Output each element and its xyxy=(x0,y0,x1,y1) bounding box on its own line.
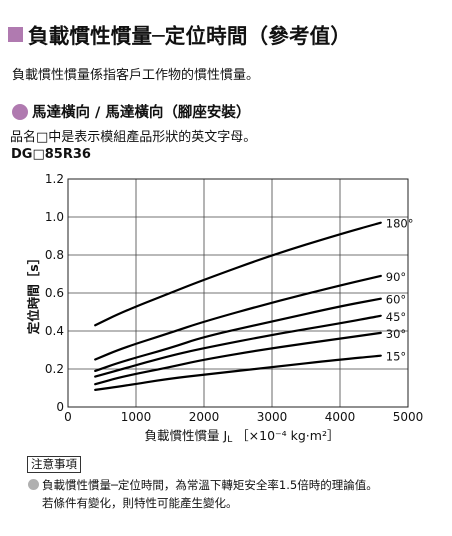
x-tick-label: 3000 xyxy=(257,410,288,424)
notice-tag: 注意事項 xyxy=(27,456,81,473)
page-title-row: 負載慣性慣量─定位時間（參考值） xyxy=(8,14,351,54)
series-line-5 xyxy=(94,354,382,391)
series-label: 30° xyxy=(386,327,406,341)
x-tick-label: 1000 xyxy=(121,410,152,424)
section-heading-row: 馬達橫向 / 馬達橫向（腳座安裝） xyxy=(12,101,250,122)
x-axis-label: 負載慣性慣量 JL ［×10⁻⁴ kg·m²］ xyxy=(145,428,340,445)
title-square-icon xyxy=(8,26,23,42)
series-line-4 xyxy=(94,331,382,386)
series-line-0 xyxy=(94,221,382,327)
model-code: DG□85R36 xyxy=(11,147,91,162)
positioning-time-chart: 0 0.2 0.4 0.6 0.8 1.0 1.2 0 1000 2000 3000 4000 5000… xyxy=(26,172,424,445)
section-bullet-icon xyxy=(12,103,28,120)
y-tick-label: 0.8 xyxy=(45,248,64,262)
y-tick-label: 0.2 xyxy=(45,362,64,376)
series-label: 60° xyxy=(386,293,406,307)
series-label: 180° xyxy=(386,217,414,231)
y-tick-label: 0.4 xyxy=(45,324,64,338)
series-label: 15° xyxy=(386,350,406,364)
y-tick-label: 0 xyxy=(56,400,64,414)
page-title: 負載慣性慣量─定位時間（參考值） xyxy=(28,24,352,48)
notice-line-2: 若條件有變化，則特性可能產生變化。 xyxy=(42,496,238,510)
series-line-3 xyxy=(94,314,382,378)
series-line-2 xyxy=(94,297,382,372)
series-label: 45° xyxy=(386,310,406,324)
y-tick-label: 1.2 xyxy=(45,172,64,186)
notice-bullet-icon xyxy=(28,479,39,490)
x-tick-label: 0 xyxy=(64,410,72,424)
intro-text: 負載慣性慣量係指客戶工作物的慣性慣量。 xyxy=(12,68,260,83)
section-heading: 馬達橫向 / 馬達橫向（腳座安裝） xyxy=(32,105,251,121)
x-tick-label: 4000 xyxy=(325,410,356,424)
x-tick-label: 5000 xyxy=(393,410,424,424)
y-tick-label: 1.0 xyxy=(45,210,64,224)
x-tick-label: 2000 xyxy=(189,410,220,424)
y-tick-label: 0.6 xyxy=(45,286,64,300)
series-line-1 xyxy=(94,274,382,361)
series-label: 90° xyxy=(386,270,406,284)
plot-frame xyxy=(67,178,409,408)
notice-line-1: 負載慣性慣量─定位時間，為常溫下轉矩安全率1.5倍時的理論值。 xyxy=(42,478,378,492)
model-note: 品名□中是表示模組產品形狀的英文字母。 xyxy=(10,130,257,145)
y-axis-label: 定位時間［s］ xyxy=(26,252,41,335)
